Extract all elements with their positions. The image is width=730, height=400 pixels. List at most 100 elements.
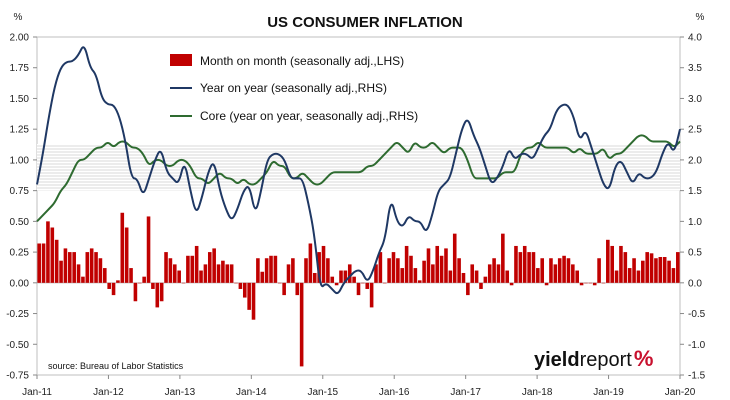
mom-bar bbox=[59, 260, 63, 283]
right-axis-unit: % bbox=[696, 12, 705, 23]
mom-bar bbox=[387, 258, 391, 283]
mom-bar bbox=[579, 282, 584, 286]
mom-bar bbox=[514, 245, 518, 283]
mom-bar bbox=[566, 258, 571, 283]
mom-bar bbox=[492, 258, 496, 283]
mom-bar bbox=[662, 257, 667, 283]
left-tick-label: 2.00 bbox=[10, 33, 30, 44]
mom-bar bbox=[378, 252, 383, 283]
mom-bar bbox=[417, 280, 422, 283]
mom-bar bbox=[155, 282, 160, 308]
left-axis-unit: % bbox=[14, 12, 23, 23]
mom-bar bbox=[212, 248, 216, 283]
mom-bar bbox=[146, 216, 151, 283]
right-tick-label: -1.0 bbox=[688, 340, 706, 351]
x-axis: Jan-11 Jan-12 Jan-13 Jan-14 Jan-15 Jan-16 Jan-… bbox=[22, 375, 696, 398]
mom-bar bbox=[356, 282, 361, 296]
legend-label-mom: Month on month (seasonally adj.,LHS) bbox=[200, 54, 404, 68]
mom-bar bbox=[221, 260, 225, 283]
x-tick-label: Jan-20 bbox=[665, 387, 696, 398]
mom-bar bbox=[479, 282, 483, 289]
mom-bar bbox=[299, 282, 304, 367]
mom-bar bbox=[632, 258, 636, 283]
mom-bar bbox=[269, 255, 273, 283]
mom-bar bbox=[63, 248, 68, 283]
mom-bar bbox=[260, 271, 265, 283]
mom-bar bbox=[247, 282, 251, 310]
mom-bar bbox=[592, 282, 597, 286]
mom-bar bbox=[474, 270, 479, 283]
mom-bar bbox=[435, 245, 440, 283]
right-tick-label: 1.5 bbox=[688, 186, 702, 197]
mom-bar bbox=[330, 276, 335, 283]
x-tick-label: Jan-17 bbox=[450, 387, 481, 398]
mom-bar bbox=[326, 258, 330, 283]
mom-bar bbox=[229, 264, 234, 283]
right-tick-label: 3.5 bbox=[688, 63, 702, 74]
mom-bar bbox=[225, 264, 230, 283]
left-tick-label: 0.75 bbox=[10, 186, 30, 197]
mom-bar bbox=[457, 258, 461, 283]
mom-bar bbox=[658, 257, 663, 283]
mom-bar bbox=[172, 264, 177, 283]
mom-bar bbox=[557, 258, 562, 283]
mom-bar bbox=[404, 245, 409, 283]
right-tick-label: 1.0 bbox=[688, 217, 702, 228]
mom-bar bbox=[470, 264, 475, 283]
mom-bar bbox=[124, 227, 129, 283]
mom-bar bbox=[627, 268, 632, 283]
x-tick-label: Jan-19 bbox=[593, 387, 624, 398]
mom-bar bbox=[400, 268, 405, 283]
mom-bar bbox=[391, 252, 396, 283]
mom-bar bbox=[120, 212, 125, 283]
right-tick-label: -1.5 bbox=[688, 371, 706, 382]
mom-bar bbox=[382, 282, 387, 284]
logo-word-report: report bbox=[580, 349, 633, 371]
left-tick-label: -0.25 bbox=[6, 309, 29, 320]
x-tick-label: Jan-16 bbox=[379, 387, 410, 398]
mom-bar bbox=[575, 270, 580, 283]
mom-bar bbox=[177, 270, 181, 283]
mom-bar bbox=[641, 260, 645, 283]
mom-bar bbox=[496, 264, 501, 283]
mom-bar bbox=[466, 282, 470, 296]
mom-bar bbox=[483, 276, 488, 283]
mom-bar bbox=[352, 276, 356, 283]
right-tick-label: 0.5 bbox=[688, 248, 702, 259]
mom-bar bbox=[103, 268, 107, 283]
mom-bar bbox=[540, 258, 545, 283]
mom-bar bbox=[619, 245, 623, 283]
right-tick-label: 4.0 bbox=[688, 33, 702, 44]
logo-percent-icon: % bbox=[634, 346, 654, 371]
mom-bar bbox=[588, 282, 593, 284]
left-tick-label: 0.50 bbox=[10, 217, 30, 228]
legend: Month on month (seasonally adj.,LHS) Yea… bbox=[170, 54, 418, 123]
mom-bar bbox=[597, 258, 601, 283]
mom-bar bbox=[374, 264, 378, 283]
mom-bar bbox=[601, 282, 606, 284]
left-tick-label: -0.75 bbox=[6, 371, 29, 382]
svg-text:yieldreport%: yieldreport% bbox=[534, 346, 653, 371]
left-tick-label: 1.50 bbox=[10, 94, 30, 105]
left-tick-label: -0.50 bbox=[6, 340, 29, 351]
mom-bar bbox=[304, 258, 308, 283]
left-tick-label: 0.25 bbox=[10, 248, 30, 259]
mom-bar bbox=[422, 260, 426, 283]
mom-bar bbox=[501, 233, 505, 283]
mom-bar bbox=[544, 282, 549, 286]
mom-bar bbox=[671, 268, 676, 283]
mom-bar bbox=[444, 248, 448, 283]
x-tick-label: Jan-12 bbox=[93, 387, 124, 398]
mom-bar bbox=[321, 245, 326, 283]
right-tick-label: 0.0 bbox=[688, 278, 702, 289]
mom-bar bbox=[81, 276, 85, 283]
mom-bar bbox=[369, 282, 374, 308]
mom-bar bbox=[72, 252, 76, 283]
mom-bar bbox=[527, 252, 531, 283]
left-tick-label: 0.00 bbox=[10, 278, 30, 289]
mom-bar bbox=[194, 245, 199, 283]
mom-bar bbox=[41, 243, 46, 283]
mom-bar bbox=[50, 227, 55, 283]
mom-bar bbox=[151, 282, 155, 289]
